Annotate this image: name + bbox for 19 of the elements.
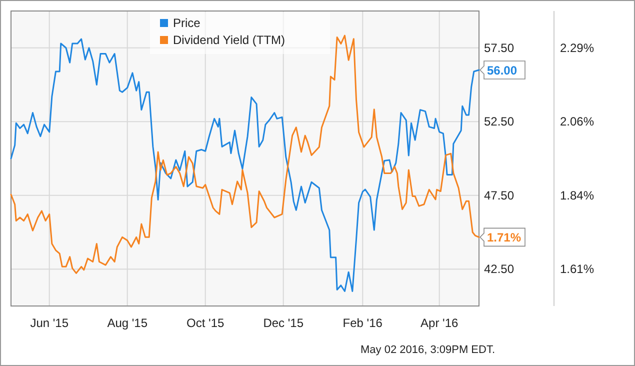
y-tick-label: 52.50 xyxy=(484,114,514,129)
x-tick-label: Jun '15 xyxy=(30,316,69,330)
x-tick-label: Oct '15 xyxy=(186,316,225,330)
data-label: 1.71% xyxy=(487,230,522,245)
y2-tick-label: 2.06% xyxy=(560,114,594,129)
legend-label: Price xyxy=(173,16,201,30)
data-label: 56.00 xyxy=(487,64,518,78)
legend-label: Dividend Yield (TTM) xyxy=(173,33,286,47)
x-tick-label: Apr '16 xyxy=(420,316,459,330)
y2-tick-label: 1.61% xyxy=(560,262,594,276)
y-tick-label: 42.50 xyxy=(484,262,514,276)
x-tick-label: Aug '15 xyxy=(107,316,148,330)
text: May 02 2016, 3:09PM EDT. xyxy=(360,344,495,356)
y2-tick-label: 2.29% xyxy=(560,40,594,55)
x-tick-label: Dec '15 xyxy=(263,316,304,330)
x-tick-label: Feb '16 xyxy=(342,316,383,330)
y2-tick-label: 1.84% xyxy=(560,188,594,202)
y-tick-label: 57.50 xyxy=(484,40,514,55)
y-tick-label: 47.50 xyxy=(484,188,514,202)
